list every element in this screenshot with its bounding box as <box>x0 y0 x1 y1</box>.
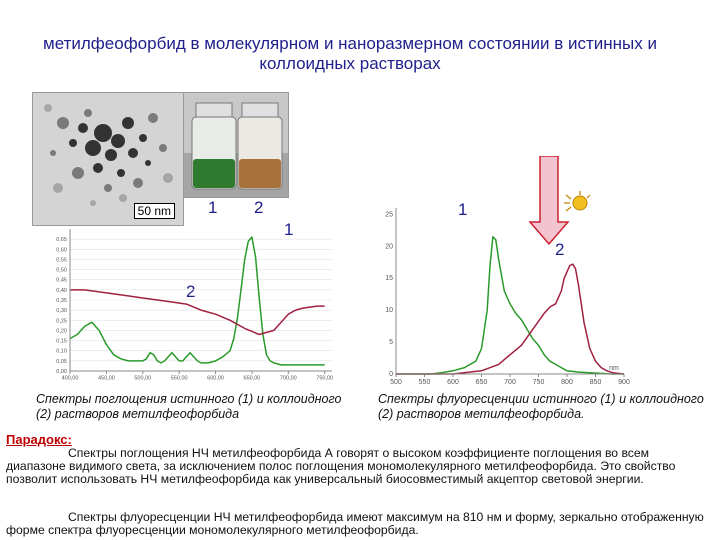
fluorescence-spectrum-chart: 0 5 10 15 20 25 500 550 600 650 700 750 800 850 900 nm <box>385 208 630 386</box>
x-tick-label: 850 <box>590 379 602 386</box>
y-tick-label: 0 <box>389 371 393 378</box>
fluorescence-curve-2-label: 2 <box>555 240 565 259</box>
x-tick-label: 700 <box>504 379 516 386</box>
sun-icon <box>564 191 591 212</box>
vial-label-1: 1 <box>208 198 218 217</box>
absorption-curve-2-label: 2 <box>186 282 196 301</box>
y-tick-label: 0,05 <box>56 359 67 365</box>
x-tick-label: 400,00 <box>62 376 79 382</box>
excitation-arrow-icon <box>528 156 570 246</box>
y-tick-label: 0,35 <box>56 298 67 304</box>
page-title: метилфеофорбид в молекулярном и наноразм… <box>43 34 657 73</box>
y-tick-label: 0,65 <box>56 237 67 243</box>
paradox-paragraph-1: Спектры поглощения НЧ метилфеофорбида А … <box>6 447 706 486</box>
series-line-2 <box>396 263 625 375</box>
y-tick-label: 0,15 <box>56 339 67 345</box>
series-line-1 <box>69 236 325 366</box>
y-tick-label: 0,40 <box>56 288 67 294</box>
y-tick-label: 0,50 <box>56 268 67 274</box>
x-tick-label: 800 <box>561 379 573 386</box>
x-tick-label: 750,00 <box>316 376 333 382</box>
absorption-curve-1-label: 1 <box>284 220 294 239</box>
paradox-paragraph-2-text: Спектры флуоресценции НЧ метилфеофорбида… <box>6 510 704 537</box>
x-unit-label: nm <box>609 365 619 372</box>
y-tick-label: 0,00 <box>56 369 67 375</box>
vials-photo <box>183 92 289 198</box>
series-line-1 <box>396 235 624 375</box>
paradox-paragraph-1-text: Спектры поглощения НЧ метилфеофорбида А … <box>6 446 676 486</box>
series-line-2 <box>70 289 325 336</box>
paradox-heading: Парадокс: <box>6 432 72 447</box>
scale-bar-label: 50 nm <box>133 203 175 219</box>
y-tick-label: 5 <box>389 339 393 346</box>
two-vials-image <box>184 93 288 197</box>
y-tick-label: 0,45 <box>56 278 67 284</box>
x-tick-label: 650 <box>476 379 488 386</box>
y-tick-label: 0,10 <box>56 349 67 355</box>
y-tick-label: 0,30 <box>56 308 67 314</box>
y-tick-label: 0,25 <box>56 318 67 324</box>
tem-micrograph: 50 nm <box>32 92 184 226</box>
paradox-paragraph-2: Спектры флуоресценции НЧ метилфеофорбида… <box>6 511 706 537</box>
y-tick-label: 25 <box>385 211 393 218</box>
x-tick-label: 650,00 <box>244 376 261 382</box>
y-tick-label: 0,20 <box>56 328 67 334</box>
x-tick-label: 900 <box>618 379 630 386</box>
fluorescence-caption: Спектры флуоресценции истинного (1) и ко… <box>378 392 704 421</box>
vial-label-2: 2 <box>254 198 264 217</box>
x-tick-label: 500,00 <box>134 376 151 382</box>
x-tick-label: 750 <box>533 379 545 386</box>
y-tick-label: 20 <box>385 243 393 250</box>
absorption-caption: Спектры поглощения истинного (1) и колло… <box>36 392 342 421</box>
x-tick-label: 700,00 <box>280 376 297 382</box>
absorption-spectrum-chart: 0,00 0,05 0,10 0,15 0,20 0,25 0,30 0,35 0,40 0,45… <box>56 229 333 382</box>
nanoparticle-cluster-image <box>33 93 183 225</box>
x-tick-label: 450,00 <box>98 376 115 382</box>
y-tick-label: 10 <box>385 307 393 314</box>
x-tick-label: 550,00 <box>171 376 188 382</box>
y-tick-label: 15 <box>385 275 393 282</box>
x-tick-label: 550 <box>419 379 431 386</box>
x-tick-label: 600 <box>447 379 459 386</box>
x-tick-label: 600,00 <box>207 376 224 382</box>
fluorescence-curve-1-label: 1 <box>458 200 468 219</box>
y-tick-label: 0,60 <box>56 247 67 253</box>
x-tick-label: 500 <box>390 379 402 386</box>
y-tick-label: 0,55 <box>56 257 67 263</box>
